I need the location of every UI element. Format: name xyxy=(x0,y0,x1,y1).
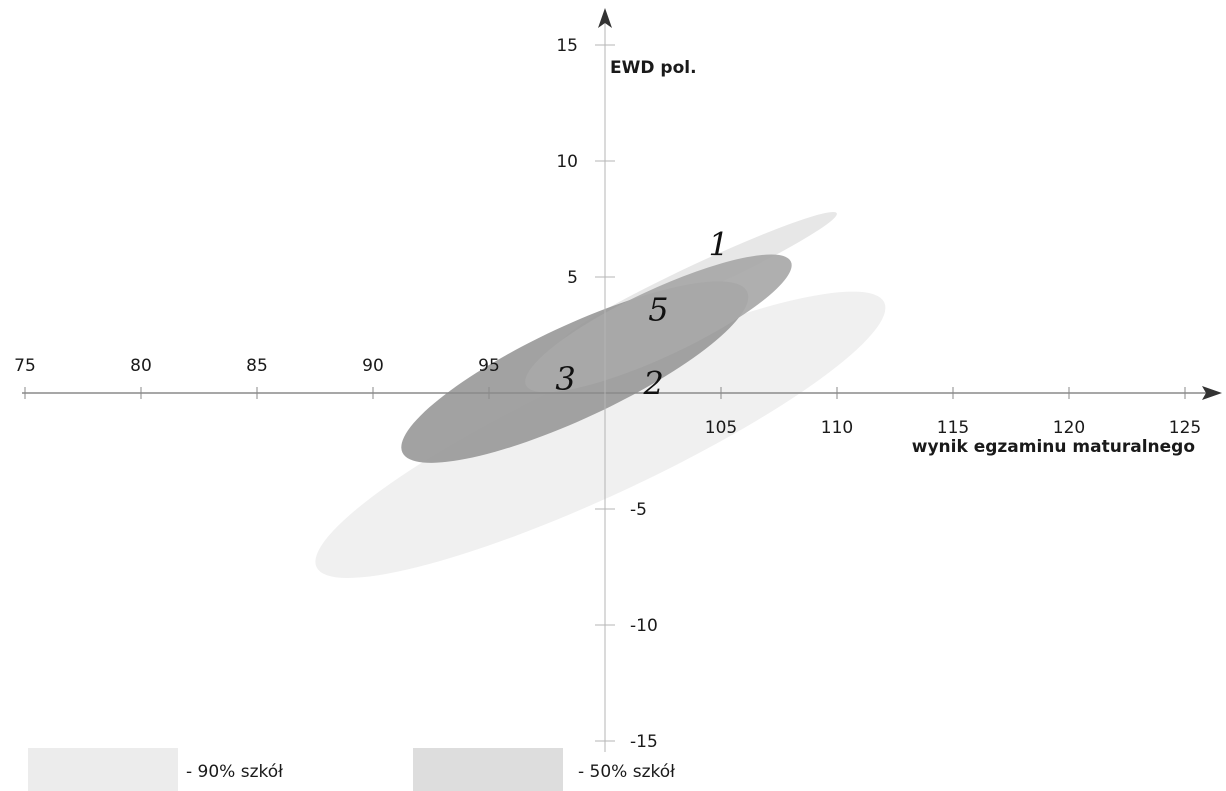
legend-label-90: - 90% szkół xyxy=(186,762,283,782)
x-tick-label: 115 xyxy=(937,418,969,438)
x-axis-title: wynik egzaminu maturalnego xyxy=(912,437,1195,457)
y-tick-label: 15 xyxy=(556,36,578,56)
y-tick-label: -5 xyxy=(630,500,647,520)
y-tick-label: -10 xyxy=(630,616,658,636)
legend-label-50: - 50% szkół xyxy=(578,762,675,782)
x-tick-label: 105 xyxy=(705,418,737,438)
region-5 xyxy=(525,254,792,393)
region-label-1: 1 xyxy=(709,226,729,264)
y-axis-arrow xyxy=(598,8,612,28)
legend-swatch-90 xyxy=(28,748,178,791)
y-tick-label: 10 xyxy=(556,152,578,172)
y-axis-title: EWD pol. xyxy=(610,58,697,78)
axes-layer xyxy=(22,8,1222,752)
x-tick-label: 120 xyxy=(1053,418,1085,438)
x-tick-label: 85 xyxy=(246,356,268,376)
legend-swatch-50 xyxy=(413,748,563,791)
y-tick-label: 5 xyxy=(567,268,578,288)
series-labels-layer: 153 2 xyxy=(555,226,728,403)
x-tick-label: 110 xyxy=(821,418,853,438)
x-tick-label: 80 xyxy=(130,356,152,376)
y-tick-label: -15 xyxy=(630,732,658,752)
x-tick-label: 95 xyxy=(478,356,500,376)
region-2 xyxy=(315,291,886,579)
x-axis-arrow xyxy=(1202,386,1222,400)
x-tick-label: 90 xyxy=(362,356,384,376)
region-label-3: 3 xyxy=(555,360,575,398)
x-tick-label: 75 xyxy=(14,356,36,376)
region-label-2: 2 xyxy=(643,365,664,403)
legend: - 90% szkół - 50% szkół xyxy=(28,748,675,791)
x-tick-label: 125 xyxy=(1169,418,1201,438)
regions-layer xyxy=(315,212,886,579)
region-label-5: 5 xyxy=(648,291,668,329)
